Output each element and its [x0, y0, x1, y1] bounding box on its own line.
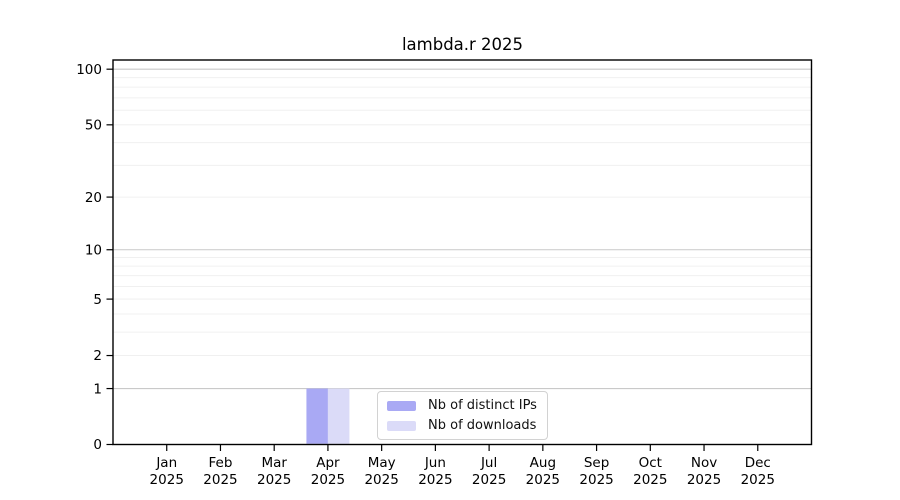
- y-tick-label: 2: [93, 348, 102, 364]
- y-tick-label: 1: [93, 381, 102, 397]
- bar-nb-of-distinct-ips-apr: [306, 388, 328, 444]
- x-tick-label-year: 2025: [418, 472, 452, 488]
- y-tick-label: 5: [93, 292, 102, 308]
- x-tick-label-year: 2025: [472, 472, 506, 488]
- legend-item-downloads: Nb of downloads: [387, 418, 537, 433]
- downloads-swatch-icon: [387, 420, 416, 431]
- x-tick-label-year: 2025: [364, 472, 398, 488]
- x-tick-label-year: 2025: [311, 472, 345, 488]
- legend-label-downloads: Nb of downloads: [428, 418, 537, 433]
- distinct-ips-swatch-icon: [387, 400, 416, 411]
- bar-nb-of-downloads-apr: [327, 388, 350, 444]
- x-tick-label-year: 2025: [526, 472, 560, 488]
- y-tick-label: 50: [85, 118, 102, 134]
- x-tick-label-month: Dec: [745, 455, 771, 471]
- x-tick-label-month: Sep: [584, 455, 609, 471]
- y-tick-label: 10: [85, 242, 102, 258]
- x-tick-label-month: Aug: [530, 455, 556, 471]
- chart-title: lambda.r 2025: [401, 35, 524, 54]
- x-tick-label-month: Oct: [639, 455, 662, 471]
- legend-item-distinct-ips: Nb of distinct IPs: [387, 398, 537, 413]
- x-tick-label-month: May: [368, 455, 396, 471]
- legend: Nb of distinct IPs Nb of downloads: [377, 391, 548, 440]
- x-tick-label-year: 2025: [741, 472, 775, 488]
- x-tick-label-month: Jul: [480, 455, 497, 471]
- x-tick-label-month: Jun: [424, 455, 446, 471]
- x-tick-label-month: Feb: [209, 455, 233, 471]
- x-tick-label-month: Nov: [691, 455, 717, 471]
- x-tick-label-month: Mar: [261, 455, 287, 471]
- x-tick-label-year: 2025: [203, 472, 237, 488]
- x-tick-label-year: 2025: [633, 472, 667, 488]
- y-tick-label: 20: [85, 190, 102, 206]
- plot-border: [112, 59, 813, 446]
- x-tick-label-year: 2025: [257, 472, 291, 488]
- x-tick-label-month: Apr: [316, 455, 340, 471]
- x-tick-label-month: Jan: [155, 455, 177, 471]
- y-tick-label: 100: [76, 62, 102, 78]
- legend-label-distinct-ips: Nb of distinct IPs: [428, 398, 537, 413]
- y-tick-label: 0: [93, 437, 102, 453]
- x-tick-label-year: 2025: [687, 472, 721, 488]
- x-tick-label-year: 2025: [579, 472, 613, 488]
- x-tick-label-year: 2025: [150, 472, 184, 488]
